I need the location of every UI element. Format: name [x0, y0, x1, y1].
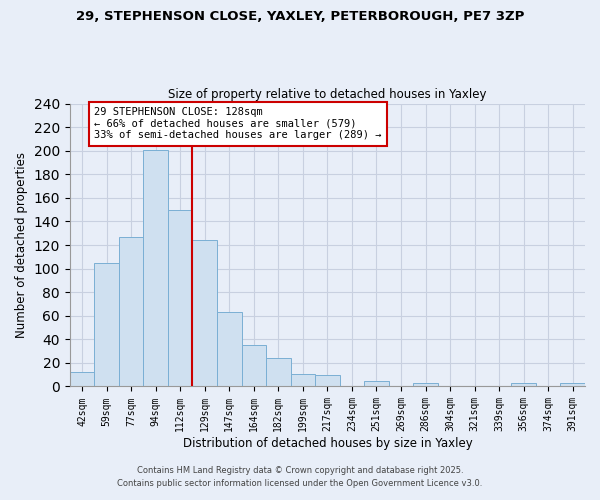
Bar — [143, 150, 168, 386]
Text: Contains HM Land Registry data © Crown copyright and database right 2025.
Contai: Contains HM Land Registry data © Crown c… — [118, 466, 482, 487]
Y-axis label: Number of detached properties: Number of detached properties — [15, 152, 28, 338]
Bar — [266, 358, 290, 386]
Bar — [315, 374, 340, 386]
Text: 29, STEPHENSON CLOSE, YAXLEY, PETERBOROUGH, PE7 3ZP: 29, STEPHENSON CLOSE, YAXLEY, PETERBOROU… — [76, 10, 524, 23]
Title: Size of property relative to detached houses in Yaxley: Size of property relative to detached ho… — [168, 88, 487, 101]
Bar — [168, 210, 193, 386]
Bar — [511, 383, 536, 386]
Bar — [290, 374, 315, 386]
Bar — [413, 383, 438, 386]
Text: 29 STEPHENSON CLOSE: 128sqm
← 66% of detached houses are smaller (579)
33% of se: 29 STEPHENSON CLOSE: 128sqm ← 66% of det… — [94, 107, 382, 140]
Bar — [560, 383, 585, 386]
X-axis label: Distribution of detached houses by size in Yaxley: Distribution of detached houses by size … — [182, 437, 472, 450]
Bar — [70, 372, 94, 386]
Bar — [119, 237, 143, 386]
Bar — [193, 240, 217, 386]
Bar — [242, 345, 266, 387]
Bar — [364, 380, 389, 386]
Bar — [217, 312, 242, 386]
Bar — [94, 262, 119, 386]
